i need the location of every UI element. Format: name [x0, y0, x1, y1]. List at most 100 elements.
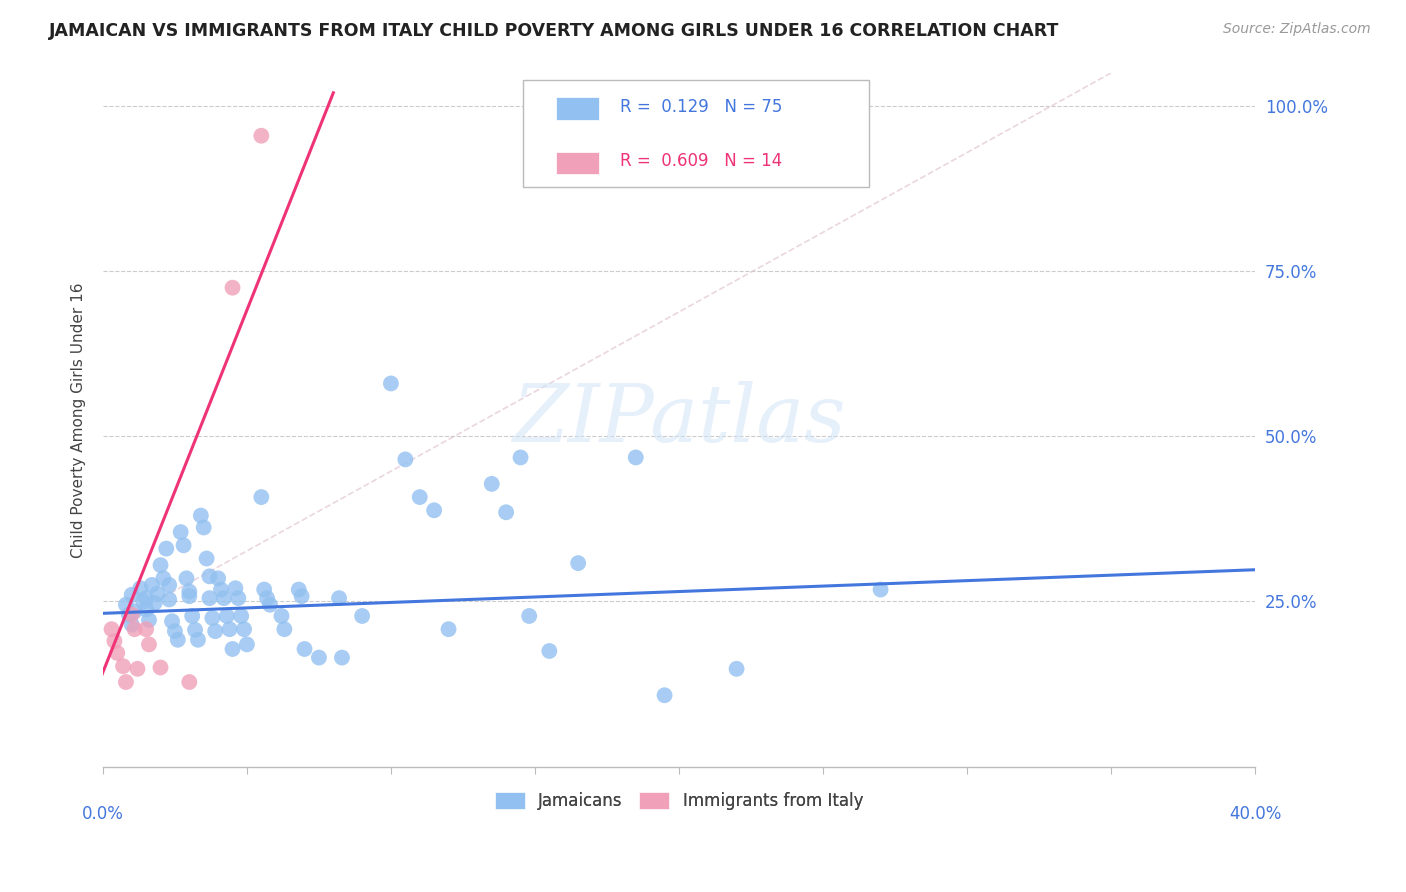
Point — [654, 688, 676, 702]
Point — [193, 520, 215, 534]
Point — [287, 582, 309, 597]
Point — [166, 632, 188, 647]
Point — [198, 569, 221, 583]
Point — [121, 607, 143, 622]
Point — [221, 280, 243, 294]
Point — [121, 617, 143, 632]
Point — [135, 622, 157, 636]
Point — [100, 622, 122, 636]
Point — [233, 622, 256, 636]
Point — [146, 586, 169, 600]
Point — [181, 609, 204, 624]
Point — [121, 588, 143, 602]
Point — [218, 622, 240, 636]
Point — [135, 591, 157, 606]
Text: ZIPatlas: ZIPatlas — [512, 381, 845, 458]
Point — [236, 637, 259, 651]
Point — [124, 604, 146, 618]
Point — [201, 611, 224, 625]
Point — [115, 675, 138, 690]
Point — [127, 662, 149, 676]
Point — [538, 644, 561, 658]
Point — [567, 556, 589, 570]
Point — [250, 128, 273, 143]
Point — [253, 582, 276, 597]
Point — [308, 650, 330, 665]
Point — [187, 632, 209, 647]
Point — [624, 450, 647, 465]
Point — [149, 660, 172, 674]
Point — [330, 650, 353, 665]
Text: R =  0.609   N = 14: R = 0.609 N = 14 — [620, 152, 783, 169]
Point — [294, 642, 316, 657]
Point — [129, 581, 152, 595]
Point — [115, 598, 138, 612]
Point — [869, 582, 891, 597]
Point — [221, 642, 243, 657]
Point — [105, 646, 128, 660]
Point — [170, 525, 193, 540]
Point — [195, 551, 218, 566]
Point — [215, 609, 238, 624]
Point — [273, 622, 295, 636]
Point — [352, 609, 374, 624]
Text: 40.0%: 40.0% — [1229, 805, 1281, 823]
Point — [437, 622, 460, 636]
Point — [409, 490, 432, 504]
Point — [250, 490, 273, 504]
Point — [270, 609, 292, 624]
Point — [380, 376, 402, 391]
Point — [204, 624, 226, 639]
Point — [118, 607, 141, 622]
Point — [259, 598, 281, 612]
Point — [725, 662, 748, 676]
Legend: Jamaicans, Immigrants from Italy: Jamaicans, Immigrants from Italy — [495, 792, 863, 810]
Point — [291, 589, 314, 603]
Point — [157, 578, 180, 592]
Point — [231, 609, 253, 624]
Point — [495, 505, 517, 519]
Point — [143, 596, 166, 610]
Point — [198, 591, 221, 606]
Point — [207, 571, 229, 585]
Point — [160, 614, 183, 628]
Point — [135, 602, 157, 616]
Point — [481, 476, 503, 491]
Text: 0.0%: 0.0% — [82, 805, 124, 823]
Point — [103, 634, 125, 648]
Point — [179, 589, 201, 603]
Point — [149, 558, 172, 573]
Point — [423, 503, 446, 517]
FancyBboxPatch shape — [555, 97, 599, 120]
Point — [256, 591, 278, 606]
Y-axis label: Child Poverty Among Girls Under 16: Child Poverty Among Girls Under 16 — [72, 282, 86, 558]
Text: Source: ZipAtlas.com: Source: ZipAtlas.com — [1223, 22, 1371, 37]
Point — [184, 623, 207, 637]
Point — [173, 538, 195, 552]
Point — [517, 609, 540, 624]
Point — [226, 591, 249, 606]
Point — [328, 591, 350, 606]
Point — [509, 450, 531, 465]
Point — [112, 659, 135, 673]
Point — [152, 571, 174, 585]
Point — [179, 675, 201, 690]
Point — [394, 452, 416, 467]
Point — [176, 571, 198, 585]
Point — [179, 584, 201, 599]
Point — [190, 508, 212, 523]
Point — [132, 594, 155, 608]
Point — [212, 591, 235, 606]
Point — [163, 624, 186, 639]
FancyBboxPatch shape — [523, 80, 869, 187]
Point — [224, 581, 246, 595]
Text: JAMAICAN VS IMMIGRANTS FROM ITALY CHILD POVERTY AMONG GIRLS UNDER 16 CORRELATION: JAMAICAN VS IMMIGRANTS FROM ITALY CHILD … — [49, 22, 1060, 40]
Point — [209, 582, 232, 597]
Text: R =  0.129   N = 75: R = 0.129 N = 75 — [620, 97, 783, 116]
FancyBboxPatch shape — [555, 152, 599, 174]
Point — [157, 592, 180, 607]
Point — [138, 637, 160, 651]
Point — [124, 622, 146, 636]
Point — [141, 578, 163, 592]
Point — [138, 613, 160, 627]
